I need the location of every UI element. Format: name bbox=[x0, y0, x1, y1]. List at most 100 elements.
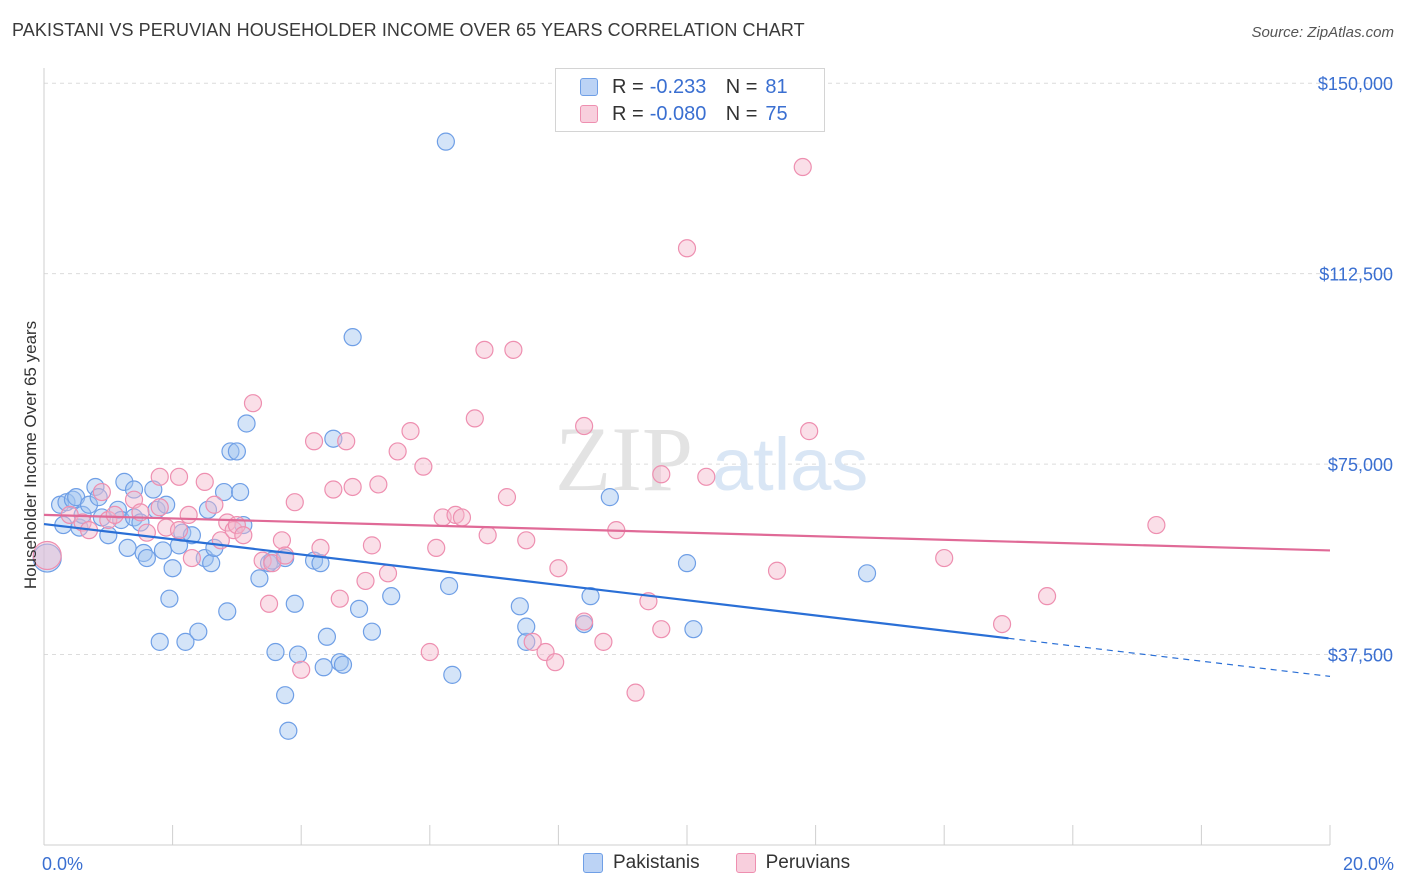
pakistanis-point bbox=[227, 442, 246, 461]
series-legend-pakistanis: Pakistanis bbox=[583, 852, 700, 874]
peruvians-point bbox=[800, 422, 819, 441]
peruvians-point bbox=[401, 422, 420, 441]
peruvians-point bbox=[73, 513, 92, 532]
peruvians-point bbox=[935, 548, 954, 568]
pakistanis-point bbox=[218, 602, 237, 621]
pakistanis-point bbox=[266, 642, 285, 662]
peruvians-point bbox=[369, 475, 388, 494]
peruvians-point bbox=[793, 157, 812, 177]
pakistanis-point bbox=[288, 645, 308, 664]
peruvians-point bbox=[195, 472, 214, 491]
peruvians-point bbox=[388, 442, 407, 461]
peruvians-point bbox=[285, 493, 304, 512]
pakistanis-point bbox=[202, 554, 221, 573]
series-label-pakistanis: Pakistanis bbox=[613, 852, 700, 873]
pakistanis-point bbox=[382, 587, 401, 606]
peruvians-point bbox=[420, 642, 439, 662]
pakistanis-point bbox=[311, 554, 330, 573]
pakistanis-point bbox=[115, 472, 134, 491]
legend-r-label: R = bbox=[612, 75, 644, 98]
pakistanis-point bbox=[160, 589, 179, 608]
legend-swatch-pakistanis bbox=[580, 78, 598, 96]
peruvians-point bbox=[992, 614, 1012, 634]
legend-row-peruvians: R = -0.080 N = 75 bbox=[580, 101, 788, 127]
series-swatch-peruvians bbox=[735, 853, 756, 873]
peruvians-point bbox=[330, 589, 349, 608]
peruvians-point bbox=[626, 683, 645, 702]
legend-swatch-peruvians bbox=[580, 105, 598, 123]
legend-r-label: R = bbox=[612, 102, 644, 125]
peruvians-point bbox=[452, 508, 472, 527]
pakistanis-point bbox=[163, 559, 182, 578]
pakistanis-point bbox=[581, 587, 600, 606]
pakistanis-point bbox=[600, 488, 619, 507]
peruvians-point bbox=[575, 612, 594, 631]
peruvians-point bbox=[276, 546, 295, 565]
peruvians-point bbox=[272, 531, 292, 550]
pakistanis-point bbox=[221, 442, 240, 461]
y-tick-label: $75,000 bbox=[1328, 455, 1393, 475]
pakistanis-point bbox=[510, 597, 529, 616]
pakistanis-point bbox=[137, 548, 156, 568]
peruvians-point bbox=[517, 531, 536, 550]
peruvians-point bbox=[504, 340, 523, 359]
peruvians-point bbox=[234, 526, 253, 545]
pakistanis-trend-extension bbox=[1008, 637, 1331, 677]
pakistanis-point bbox=[250, 569, 269, 588]
pakistanis-point bbox=[89, 488, 108, 507]
peruvians-point bbox=[594, 632, 613, 651]
peruvians-point bbox=[243, 394, 263, 413]
pakistanis-point bbox=[214, 482, 234, 502]
peruvians-point bbox=[92, 482, 111, 502]
peruvians-point bbox=[304, 432, 324, 451]
source-credit: Source: ZipAtlas.com bbox=[1251, 24, 1394, 41]
pakistanis-point bbox=[285, 594, 304, 613]
peruvians-point bbox=[32, 540, 62, 571]
peruvians-point bbox=[105, 505, 124, 525]
pakistanis-point bbox=[118, 538, 137, 558]
pakistanis-point bbox=[134, 543, 153, 563]
peruvians-point bbox=[475, 340, 494, 359]
legend-n-label: N = bbox=[725, 75, 758, 98]
pakistanis-point bbox=[677, 554, 697, 573]
peruvians-point bbox=[150, 498, 169, 517]
pakistanis-point bbox=[349, 599, 369, 618]
peruvians-point bbox=[652, 465, 671, 484]
pakistanis-point bbox=[124, 480, 144, 499]
peruvians-point bbox=[378, 564, 398, 583]
series-swatch-pakistanis bbox=[583, 853, 603, 873]
peruvians-point bbox=[205, 495, 224, 514]
legend-row-pakistanis: R = -0.233 N = 81 bbox=[580, 74, 788, 100]
peruvians-point bbox=[414, 457, 433, 476]
peruvians-point bbox=[546, 653, 565, 672]
peruvians-point bbox=[1037, 587, 1057, 606]
peruvians-point bbox=[549, 559, 568, 578]
pakistanis-point bbox=[343, 328, 362, 347]
peruvians-point bbox=[575, 416, 594, 436]
peruvians-point bbox=[169, 521, 189, 540]
data-points bbox=[32, 132, 1166, 740]
pakistanis-point bbox=[517, 632, 536, 651]
pakistanis-point bbox=[857, 564, 877, 583]
pakistanis-point bbox=[150, 632, 169, 651]
y-axis-label: Householder Income Over 65 years bbox=[21, 321, 40, 589]
peruvians-point bbox=[523, 632, 542, 651]
peruvians-point bbox=[292, 660, 311, 679]
pakistanis-point bbox=[99, 526, 118, 545]
legend-n-value: 75 bbox=[765, 102, 788, 125]
peruvians-point bbox=[427, 538, 446, 558]
pakistanis-point bbox=[362, 622, 382, 641]
peruvians-point bbox=[677, 239, 697, 258]
legend-n-label: N = bbox=[725, 102, 758, 125]
y-tick-label: $37,500 bbox=[1328, 646, 1393, 666]
peruvians-point bbox=[324, 480, 343, 499]
pakistanis-point bbox=[517, 617, 536, 636]
y-tick-label: $150,000 bbox=[1318, 74, 1393, 94]
legend-r-value: -0.233 bbox=[649, 75, 707, 98]
watermark-zip: ZIP bbox=[555, 408, 693, 510]
series-legend-peruvians: Peruvians bbox=[735, 852, 850, 874]
peruvians-point bbox=[362, 536, 382, 555]
peruvians-point bbox=[478, 526, 497, 545]
pakistanis-point bbox=[176, 632, 195, 651]
